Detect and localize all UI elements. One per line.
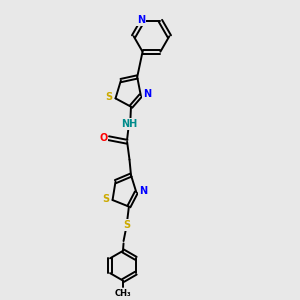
Text: NH: NH [122, 119, 138, 129]
Text: N: N [137, 15, 145, 25]
Text: S: S [123, 220, 130, 230]
Text: CH₃: CH₃ [115, 289, 131, 298]
Text: S: S [105, 92, 112, 102]
Text: N: N [139, 186, 147, 196]
Text: O: O [99, 133, 107, 142]
Text: N: N [143, 89, 152, 99]
Text: S: S [102, 194, 110, 203]
